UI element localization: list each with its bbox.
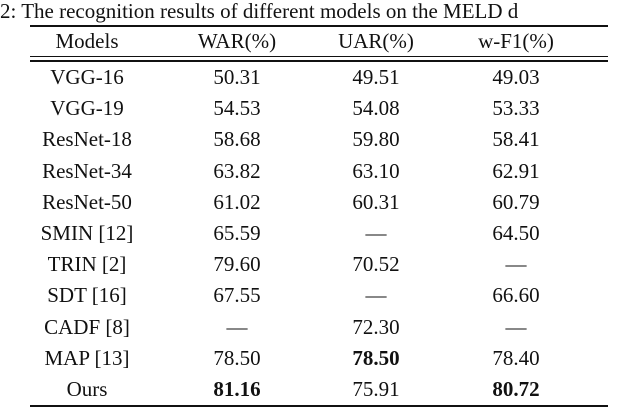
metric-cell: —	[226, 314, 248, 339]
header-cell: Models	[55, 29, 119, 53]
model-name: VGG-19	[50, 96, 124, 121]
metric-cell: 72.30	[352, 314, 400, 339]
metric-cell: 54.53	[213, 96, 261, 121]
model-name: TRIN [2]	[47, 252, 127, 277]
metric-cell: —	[505, 252, 527, 277]
metric-cell: 60.79	[492, 189, 540, 214]
table-caption: 2: The recognition results of different …	[0, 0, 519, 23]
header-cell: UAR(%)	[338, 29, 414, 53]
metric-cell: 53.33	[492, 96, 540, 121]
metric-cell: 61.02	[213, 189, 261, 214]
metric-cell: 59.80	[352, 127, 400, 152]
metric-cell: 75.91	[352, 377, 400, 401]
bottom-rule	[30, 405, 608, 407]
top-rule	[30, 25, 608, 27]
metric-cell: —	[365, 221, 387, 245]
metric-cell: 70.52	[352, 252, 400, 277]
metric-cell: 78.50	[213, 345, 261, 370]
metric-cell: 66.60	[492, 283, 540, 308]
metric-cell: 79.60	[213, 252, 261, 277]
model-name: MAP [13]	[44, 345, 130, 370]
model-name: Ours	[66, 377, 108, 401]
model-name: SDT [16]	[47, 283, 127, 308]
metric-cell: 65.59	[213, 221, 261, 245]
metric-cell: 78.40	[492, 345, 540, 370]
metric-cell: 64.50	[492, 221, 540, 245]
metric-cell: 54.08	[352, 96, 400, 121]
metric-cell: 50.31	[213, 65, 261, 89]
model-name: SMIN [12]	[40, 221, 134, 245]
metric-cell: 81.16	[213, 377, 261, 401]
metric-cell: —	[505, 314, 527, 339]
model-name: ResNet-50	[42, 189, 132, 214]
metric-cell: 62.91	[492, 158, 540, 183]
metric-cell: 63.10	[352, 158, 400, 183]
model-name: ResNet-34	[42, 158, 132, 183]
header-rule	[30, 56, 608, 57]
metric-cell: 78.50	[352, 345, 400, 370]
metric-cell: 67.55	[213, 283, 261, 308]
metric-cell: 60.31	[352, 189, 400, 214]
metric-cell: 58.68	[213, 127, 261, 152]
metric-cell: 58.41	[492, 127, 540, 152]
model-name: VGG-16	[50, 65, 124, 89]
metric-cell: —	[365, 283, 387, 308]
header-cell: w-F1(%)	[478, 29, 554, 53]
model-name: CADF [8]	[44, 314, 130, 339]
header-rule	[30, 60, 608, 62]
model-name: ResNet-18	[42, 127, 132, 152]
metric-cell: 49.51	[352, 65, 400, 89]
metric-cell: 49.03	[492, 65, 540, 89]
metric-cell: 80.72	[492, 377, 540, 401]
metric-cell: 63.82	[213, 158, 261, 183]
header-cell: WAR(%)	[197, 29, 277, 53]
